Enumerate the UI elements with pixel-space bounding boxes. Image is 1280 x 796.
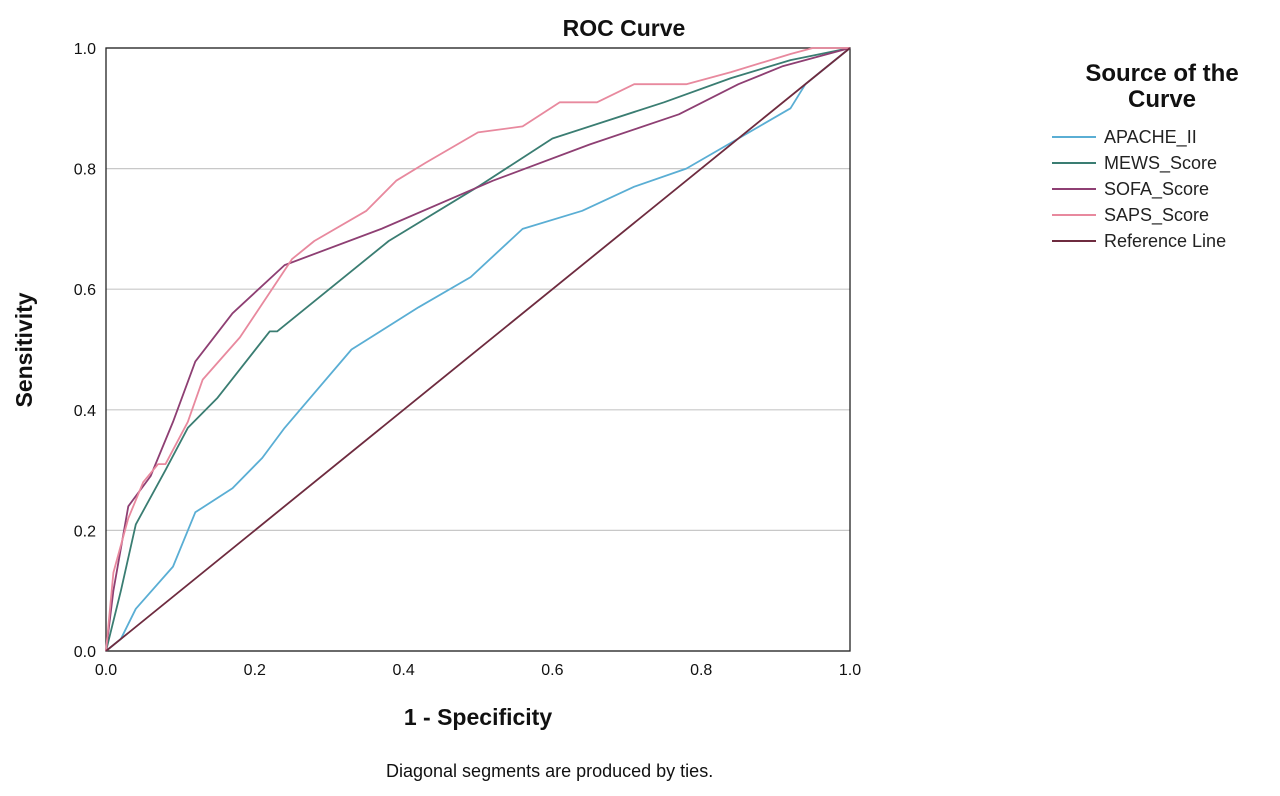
x-axis-label: 1 - Specificity xyxy=(404,704,552,730)
y-tick-label-3: 0.6 xyxy=(74,282,96,299)
x-tick-label-5: 1.0 xyxy=(839,662,861,679)
plot-frame xyxy=(105,47,851,652)
x-tick-label-0: 0.0 xyxy=(95,662,117,679)
footnote: Diagonal segments are produced by ties. xyxy=(386,761,713,781)
y-tick-label-4: 0.8 xyxy=(74,162,96,179)
series-layer xyxy=(105,47,851,652)
y-tick-label-1: 0.2 xyxy=(74,523,96,540)
legend-title-line-2: Curve xyxy=(1128,86,1196,113)
legend-label-apache-ii: APACHE_II xyxy=(1104,127,1197,148)
y-tick-label-5: 1.0 xyxy=(74,41,96,58)
x-tick-label-1: 0.2 xyxy=(244,662,266,679)
ticks-layer: 0.0 0.2 0.4 0.6 0.8 1.0 0.0 0.2 0.4 0.6 0.8 1.0 xyxy=(74,41,861,679)
series-line-sofa-score xyxy=(105,47,851,652)
y-tick-label-2: 0.4 xyxy=(74,403,96,420)
x-tick-label-4: 0.8 xyxy=(690,662,712,679)
series-line-reference-line xyxy=(105,47,851,652)
legend-label-mews-score: MEWS_Score xyxy=(1104,153,1217,174)
legend-title-line-1: Source of the xyxy=(1085,60,1238,87)
chart-title: ROC Curve xyxy=(563,15,686,41)
series-line-saps-score xyxy=(105,47,850,652)
x-tick-label-3: 0.6 xyxy=(541,662,563,679)
y-axis-label: Sensitivity xyxy=(11,292,37,407)
legend-label-sofa-score: SOFA_Score xyxy=(1104,179,1209,200)
series-line-mews-score xyxy=(105,47,851,652)
legend: Source of the Curve APACHE_II MEWS_Score S… xyxy=(1052,60,1239,251)
y-tick-label-0: 0.0 xyxy=(74,644,96,661)
x-tick-label-2: 0.4 xyxy=(392,662,414,679)
legend-label-saps-score: SAPS_Score xyxy=(1104,205,1209,226)
legend-label-reference-line: Reference Line xyxy=(1104,231,1226,251)
